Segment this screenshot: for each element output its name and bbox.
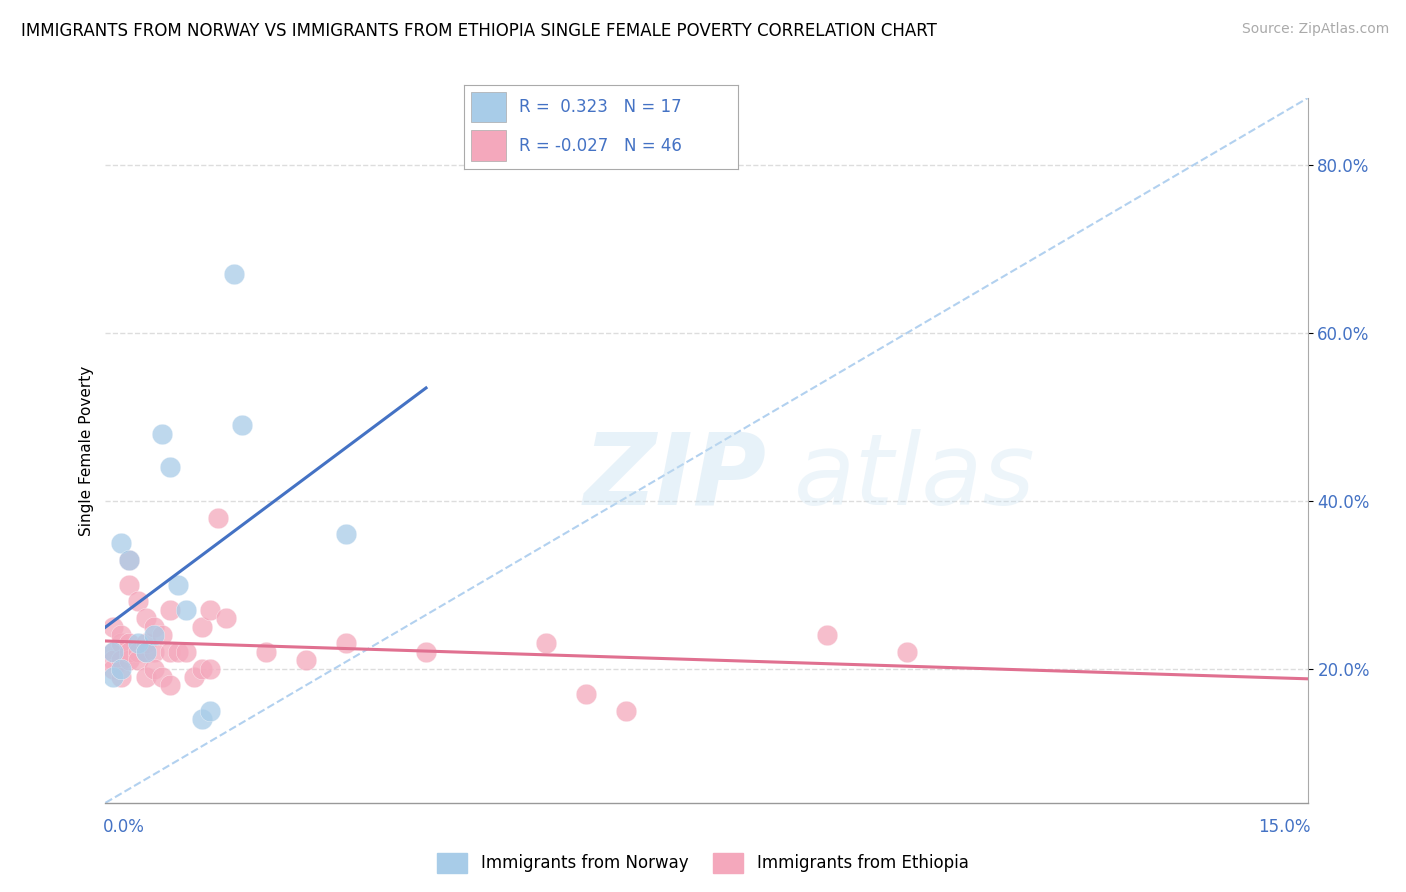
Text: Source: ZipAtlas.com: Source: ZipAtlas.com bbox=[1241, 22, 1389, 37]
Point bbox=[415, 645, 437, 659]
Point bbox=[110, 628, 132, 642]
Point bbox=[135, 670, 157, 684]
Point bbox=[103, 670, 125, 684]
Point bbox=[142, 662, 165, 676]
Text: 0.0%: 0.0% bbox=[103, 818, 145, 836]
Point bbox=[135, 645, 157, 659]
Point bbox=[190, 662, 212, 676]
Point bbox=[254, 645, 277, 659]
Bar bbox=[471, 92, 506, 122]
Point bbox=[142, 619, 165, 633]
Text: R = -0.027   N = 46: R = -0.027 N = 46 bbox=[519, 136, 682, 154]
Point bbox=[335, 527, 357, 541]
Point bbox=[159, 645, 181, 659]
Point bbox=[198, 704, 221, 718]
Text: 15.0%: 15.0% bbox=[1258, 818, 1310, 836]
Point bbox=[150, 670, 173, 684]
Point bbox=[110, 662, 132, 676]
Point bbox=[214, 611, 236, 625]
Legend: Immigrants from Norway, Immigrants from Ethiopia: Immigrants from Norway, Immigrants from … bbox=[430, 847, 976, 880]
Point bbox=[103, 653, 125, 667]
Point bbox=[198, 662, 221, 676]
Bar bbox=[471, 130, 506, 161]
Point bbox=[575, 687, 598, 701]
Point bbox=[159, 603, 181, 617]
Text: IMMIGRANTS FROM NORWAY VS IMMIGRANTS FROM ETHIOPIA SINGLE FEMALE POVERTY CORRELA: IMMIGRANTS FROM NORWAY VS IMMIGRANTS FRO… bbox=[21, 22, 936, 40]
Point bbox=[222, 268, 245, 282]
Text: R =  0.323   N = 17: R = 0.323 N = 17 bbox=[519, 98, 682, 116]
Point bbox=[198, 603, 221, 617]
Point bbox=[118, 645, 141, 659]
Point bbox=[118, 552, 141, 566]
Point bbox=[127, 645, 149, 659]
Point bbox=[183, 670, 205, 684]
Point bbox=[166, 645, 188, 659]
Point bbox=[150, 426, 173, 441]
Point bbox=[110, 535, 132, 549]
Point bbox=[534, 636, 557, 650]
Point bbox=[616, 704, 638, 718]
Text: atlas: atlas bbox=[794, 429, 1036, 525]
Point bbox=[335, 636, 357, 650]
Point bbox=[142, 645, 165, 659]
Y-axis label: Single Female Poverty: Single Female Poverty bbox=[79, 366, 94, 535]
Point bbox=[207, 510, 229, 524]
Point bbox=[190, 712, 212, 726]
Point bbox=[174, 603, 197, 617]
Point bbox=[118, 653, 141, 667]
Point bbox=[150, 628, 173, 642]
Point bbox=[135, 636, 157, 650]
Point bbox=[118, 636, 141, 650]
Point bbox=[142, 628, 165, 642]
Point bbox=[103, 645, 125, 659]
Point bbox=[896, 645, 918, 659]
Point bbox=[118, 552, 141, 566]
Point bbox=[166, 577, 188, 591]
Point bbox=[815, 628, 838, 642]
Point bbox=[103, 645, 125, 659]
Point bbox=[127, 594, 149, 608]
Point bbox=[110, 636, 132, 650]
Point bbox=[103, 619, 125, 633]
Point bbox=[295, 653, 318, 667]
Point bbox=[159, 460, 181, 475]
Point bbox=[103, 662, 125, 676]
Point bbox=[127, 653, 149, 667]
Point bbox=[110, 653, 132, 667]
Point bbox=[159, 678, 181, 692]
Point bbox=[135, 611, 157, 625]
Point bbox=[190, 619, 212, 633]
Point bbox=[127, 636, 149, 650]
Point bbox=[118, 577, 141, 591]
Text: ZIP: ZIP bbox=[583, 429, 766, 525]
Point bbox=[231, 418, 253, 433]
Point bbox=[110, 670, 132, 684]
Point bbox=[174, 645, 197, 659]
Point bbox=[135, 645, 157, 659]
